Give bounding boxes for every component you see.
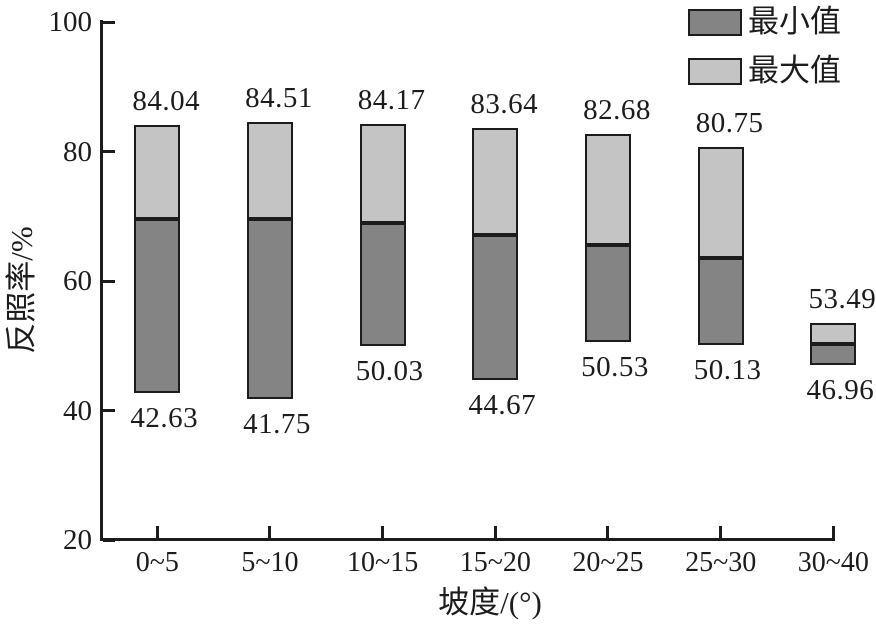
legend-label-max-value: 最大值 <box>748 53 841 88</box>
legend: 最小值 最大值 <box>688 5 841 88</box>
x-tick <box>155 526 159 538</box>
bar-max-segment <box>134 125 181 219</box>
bar-max-label: 84.51 <box>245 82 313 115</box>
bar-min-label: 50.03 <box>355 354 424 387</box>
bar-max-label: 53.49 <box>808 283 876 316</box>
y-tick-label: 100 <box>48 6 93 38</box>
x-axis-line <box>100 538 835 541</box>
y-axis-line <box>100 20 103 541</box>
bar-max-segment <box>810 323 857 344</box>
x-tick <box>719 526 723 538</box>
bar-max-label: 80.75 <box>695 106 764 139</box>
x-tick-label: 25~30 <box>685 547 757 578</box>
x-tick-label: 20~25 <box>572 547 644 578</box>
bar-min-segment <box>359 223 406 346</box>
bar-max-label: 82.68 <box>583 94 651 127</box>
bar-min-label: 44.67 <box>468 389 537 422</box>
legend-swatch-max-value <box>688 57 742 85</box>
legend-swatch-min-value <box>688 8 742 36</box>
bar-min-segment <box>134 218 181 394</box>
x-tick-label: 30~40 <box>797 547 869 578</box>
x-tick <box>606 526 610 538</box>
bar-min-segment <box>472 235 519 381</box>
legend-label-min-value: 最小值 <box>748 4 841 39</box>
bar-max-label: 84.04 <box>132 85 201 118</box>
bar-min-segment <box>584 245 631 343</box>
y-tick <box>103 538 115 542</box>
y-tick-label: 80 <box>63 135 92 168</box>
bar-min-segment <box>697 257 744 345</box>
y-tick-label: 60 <box>63 265 92 297</box>
bar-min-label: 50.53 <box>581 351 649 384</box>
bar-min-label: 46.96 <box>806 374 875 407</box>
bar-max-label: 84.17 <box>357 84 426 117</box>
y-tick-label: 20 <box>63 524 92 556</box>
bar-min-label: 50.13 <box>693 353 762 386</box>
x-tick <box>831 526 835 538</box>
y-tick <box>103 20 115 24</box>
x-axis-title: 坡度/(°) <box>438 585 542 620</box>
x-tick <box>493 526 497 538</box>
bar-max-segment <box>472 127 519 236</box>
x-tick <box>381 526 385 538</box>
bar-min-label: 42.63 <box>130 402 199 435</box>
x-tick-label: 5~10 <box>241 547 299 578</box>
x-tick-label: 0~5 <box>135 547 179 578</box>
y-tick-label: 40 <box>63 394 92 427</box>
y-tick <box>103 279 115 283</box>
bar-min-segment <box>810 343 857 366</box>
bar-max-segment <box>584 134 631 246</box>
bar-max-segment <box>697 146 744 258</box>
bar-min-label: 41.75 <box>243 408 311 441</box>
bar-max-segment <box>359 124 406 224</box>
x-tick-label: 15~20 <box>459 547 531 578</box>
y-tick <box>103 409 115 412</box>
x-tick-label: 10~15 <box>347 547 419 578</box>
y-tick <box>103 150 115 153</box>
y-axis-title: 反照率/% <box>4 226 39 354</box>
bar-max-segment <box>246 122 293 220</box>
bar-max-label: 83.64 <box>470 87 539 120</box>
x-tick <box>268 526 272 538</box>
bar-min-segment <box>246 219 293 400</box>
